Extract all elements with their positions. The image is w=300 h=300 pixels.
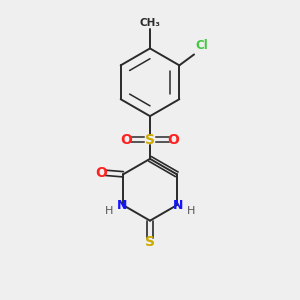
Text: H: H: [105, 206, 113, 215]
Text: H: H: [187, 206, 195, 215]
Text: S: S: [145, 235, 155, 249]
Text: N: N: [117, 199, 127, 212]
Text: O: O: [95, 166, 107, 180]
Text: N: N: [173, 199, 183, 212]
Text: Cl: Cl: [196, 38, 208, 52]
Text: S: S: [145, 133, 155, 147]
Text: O: O: [121, 133, 132, 147]
Text: O: O: [168, 133, 179, 147]
Text: CH₃: CH₃: [140, 18, 160, 28]
